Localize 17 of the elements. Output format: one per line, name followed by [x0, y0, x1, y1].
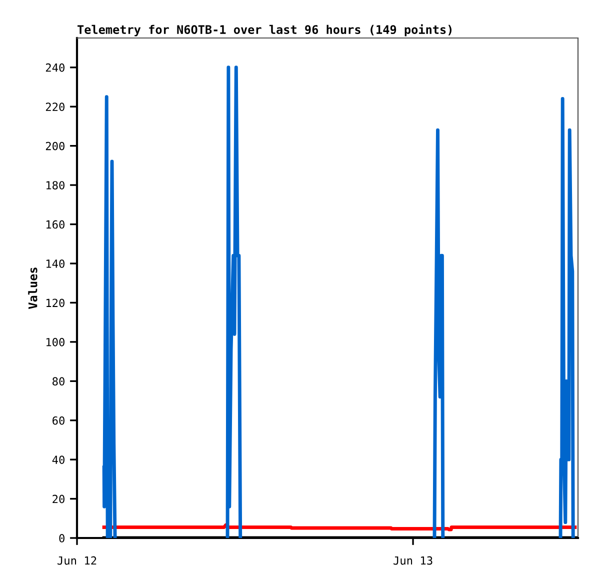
y-tick-label: 200 — [46, 142, 64, 150]
y-tick-label: 0 — [59, 534, 64, 542]
y-tick-label: 120 — [46, 298, 64, 308]
y-tick-label: 40 — [52, 456, 64, 464]
x-tick-label: Jun 12 — [58, 556, 96, 565]
x-tick-label: Jun 13 — [394, 556, 432, 565]
y-tick-label: 160 — [46, 220, 64, 229]
chart-title: Telemetry for N6OTB-1 over last 96 hours (149 points) — [78, 24, 452, 36]
y-tick-label: 60 — [52, 416, 64, 425]
y-tick-label: 100 — [46, 338, 64, 346]
y-tick-label: 20 — [52, 494, 64, 504]
y-tick-label: 180 — [46, 181, 64, 190]
y-tick-label: 220 — [46, 102, 64, 112]
y-tick-label: 240 — [46, 63, 64, 72]
y-axis-title: Values — [28, 268, 38, 309]
y-tick-label: 140 — [46, 259, 64, 268]
y-tick-label: 80 — [52, 377, 64, 386]
